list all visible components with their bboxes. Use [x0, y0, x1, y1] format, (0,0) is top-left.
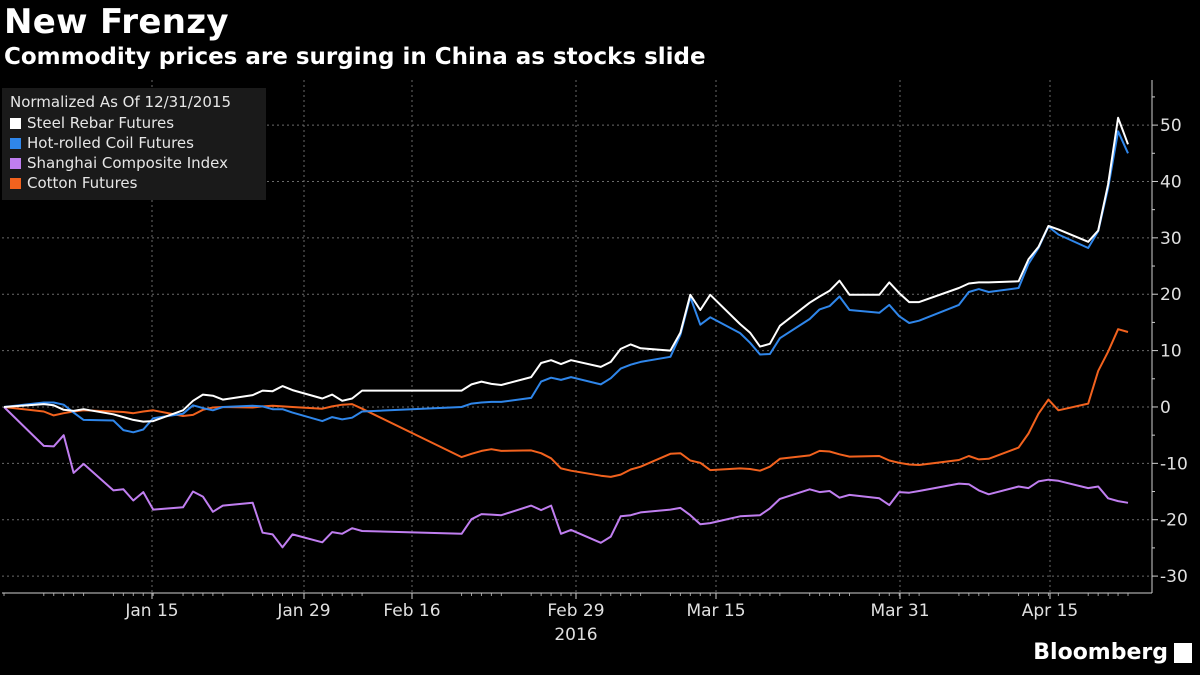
bloomberg-logo: Bloomberg	[1033, 640, 1168, 665]
y-tick-label: -10	[1160, 454, 1188, 474]
y-tick-label: 30	[1160, 229, 1182, 249]
grid-layer	[2, 80, 1152, 593]
legend-title: Normalized As Of 12/31/2015	[10, 93, 231, 111]
x-tick-label: Feb 16	[383, 601, 440, 621]
legend-swatch-hot-rolled-coil	[10, 138, 21, 149]
legend-swatch-steel-rebar	[10, 118, 21, 129]
chart-title: New Frenzy	[4, 2, 229, 42]
y-tick-label: 50	[1160, 116, 1182, 136]
x-tick-label: Mar 31	[870, 601, 929, 621]
y-tick-label: 0	[1160, 398, 1171, 418]
legend: Normalized As Of 12/31/2015 Steel Rebar …	[2, 88, 266, 200]
x-tick-label: Feb 29	[547, 601, 604, 621]
series-line-cotton	[3, 328, 1129, 478]
x-tick-label: Apr 15	[1022, 601, 1078, 621]
x-tick-label: Jan 29	[276, 601, 330, 621]
series-layer	[3, 116, 1129, 549]
tick-labels: 50 40 30 20 10 0 -10 -20 -30 Jan 15 Jan 29 Feb 16 Fe…	[124, 116, 1187, 645]
y-tick-label: 10	[1160, 342, 1182, 362]
legend-swatch-shanghai-composite	[10, 158, 21, 169]
series-line-shanghai-composite	[3, 406, 1129, 549]
axis-layer	[2, 80, 1158, 599]
series-line-hot-rolled-coil	[3, 130, 1129, 434]
y-tick-label: -30	[1160, 567, 1188, 587]
legend-item-hot-rolled-coil: Hot-rolled Coil Futures	[10, 133, 194, 153]
x-tick-label: Jan 15	[124, 601, 178, 621]
y-tick-label: 20	[1160, 285, 1182, 305]
legend-item-steel-rebar: Steel Rebar Futures	[10, 113, 174, 133]
legend-swatch-cotton	[10, 178, 21, 189]
legend-label-cotton: Cotton Futures	[27, 174, 138, 192]
legend-label-steel-rebar: Steel Rebar Futures	[27, 114, 175, 132]
chart-subtitle: Commodity prices are surging in China as…	[4, 44, 706, 70]
legend-label-shanghai-composite: Shanghai Composite Index	[27, 154, 228, 172]
x-year-label: 2016	[554, 625, 597, 645]
y-tick-label: -20	[1160, 511, 1188, 531]
legend-item-shanghai-composite: Shanghai Composite Index	[10, 153, 228, 173]
x-tick-label: Mar 15	[686, 601, 745, 621]
bloomberg-chart-icon	[1174, 643, 1192, 663]
legend-item-cotton: Cotton Futures	[10, 173, 137, 193]
y-tick-label: 40	[1160, 172, 1182, 192]
series-line-steel-rebar	[3, 116, 1129, 423]
legend-label-hot-rolled-coil: Hot-rolled Coil Futures	[27, 134, 194, 152]
